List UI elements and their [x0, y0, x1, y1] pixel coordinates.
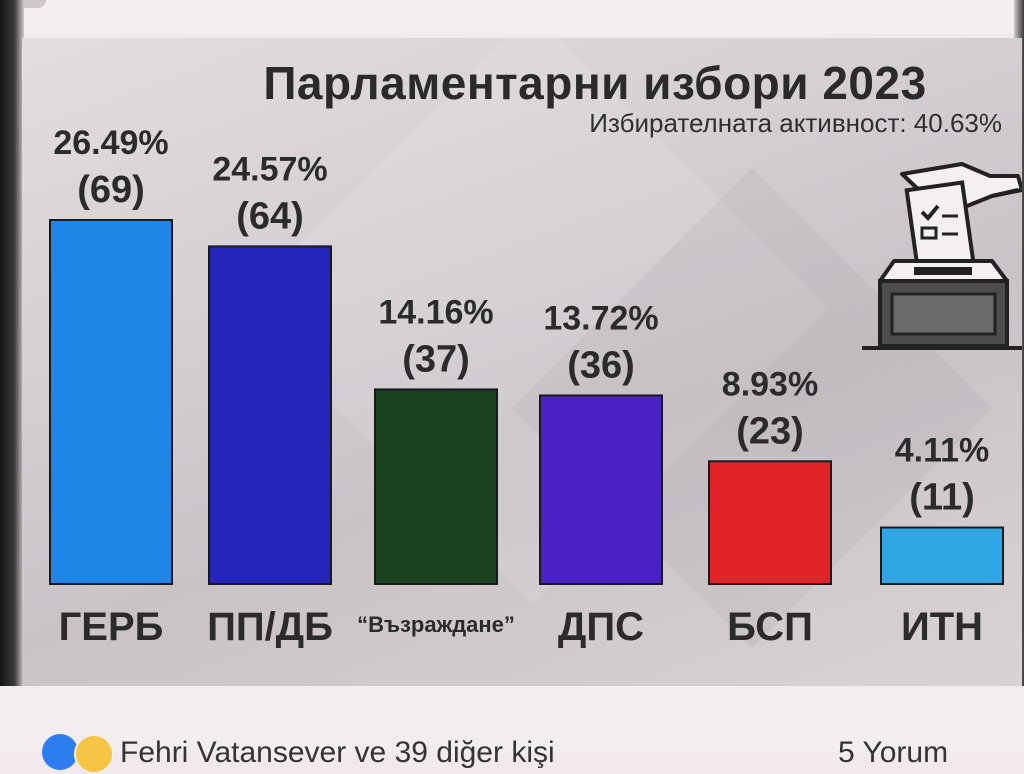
ballot-box-icon — [862, 162, 1022, 350]
seat-label-1: (64) — [236, 195, 304, 237]
post-footer — [0, 686, 1024, 753]
camera-notch — [6, 0, 46, 8]
value-label-0: 26.49% — [53, 124, 168, 162]
value-label-4: 8.93% — [722, 365, 818, 403]
value-label-2: 14.16% — [378, 293, 493, 331]
top-strip — [0, 0, 1024, 34]
seat-label-2: (37) — [402, 338, 470, 380]
category-label-3: ДПС — [558, 605, 644, 649]
category-label-1: ПП/ДБ — [207, 605, 333, 649]
category-label-2: “Възраждане” — [357, 612, 515, 637]
chart-title: Парламентарни избори 2023 — [263, 57, 927, 109]
like-icon[interactable] — [42, 734, 78, 770]
value-label-3: 13.72% — [543, 299, 658, 337]
value-label-1: 24.57% — [212, 150, 327, 188]
bar-1 — [208, 245, 332, 585]
seat-label-4: (23) — [736, 410, 804, 452]
category-label-4: БСП — [727, 605, 813, 649]
post-image[interactable]: Парламентарни избори 2023 Избирателната … — [22, 38, 1022, 686]
reactions-text[interactable]: Fehri Vatansever ve 39 diğer kişi — [120, 736, 555, 769]
bar-0 — [49, 219, 173, 585]
seat-label-3: (36) — [567, 344, 635, 386]
comments-count[interactable]: 5 Yorum — [838, 736, 949, 769]
bar-chart: 26.49% 24.57% 14.16% 13.72% 8.93% 4.11% (69) (… — [49, 124, 1004, 649]
bar-4 — [708, 460, 832, 586]
chart-subtitle: Избирателната активност: 40.63% — [589, 108, 1002, 138]
category-label-5: ИТН — [901, 605, 983, 649]
value-label-5: 4.11% — [895, 432, 990, 470]
bar-3 — [539, 394, 663, 586]
bar-5 — [880, 526, 1004, 586]
seat-label-0: (69) — [77, 169, 145, 211]
seat-label-5: (11) — [909, 477, 974, 519]
category-label-0: ГЕРБ — [59, 605, 164, 649]
bar-2 — [374, 388, 498, 585]
phone-frame-left — [0, 0, 24, 753]
wow-icon[interactable] — [74, 734, 114, 774]
